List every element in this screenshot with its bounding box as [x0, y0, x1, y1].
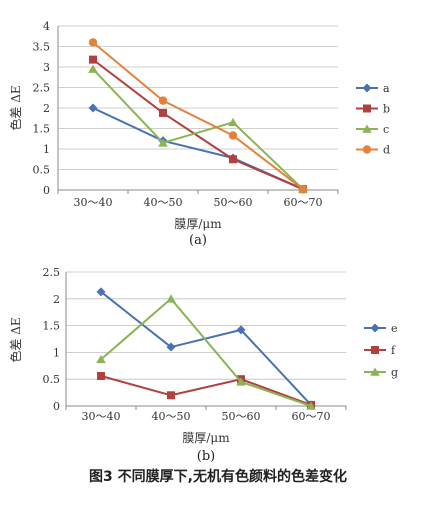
y-tick-label: 0 — [53, 400, 60, 413]
series-line-c — [92, 68, 304, 190]
y-tick-label: 1.5 — [33, 123, 51, 136]
y-tick-label: 2.5 — [33, 82, 51, 95]
chart-panel-b: 0 0.5 1 1.5 2 2.5 30～40 40～50 50～60 60～70 efg 色差 ΔE… — [9, 266, 398, 464]
legend-label-d: d — [383, 144, 390, 157]
y-axis-title: 色差 ΔE — [9, 85, 23, 130]
y-tick-label: 3.5 — [33, 41, 51, 54]
x-tick-label: 50～60 — [214, 196, 253, 209]
legend-label-e: e — [391, 322, 398, 335]
data-point-f — [167, 391, 175, 400]
data-point-d — [228, 131, 238, 140]
data-point-d — [158, 96, 168, 105]
x-axis-title: 膜厚/μm — [174, 217, 222, 231]
legend-label-b: b — [383, 103, 390, 116]
data-point-c — [228, 117, 238, 127]
data-point-g — [306, 401, 316, 410]
y-tick-label: 2 — [53, 293, 60, 306]
data-point-c — [158, 138, 168, 147]
y-tick-label: 1 — [43, 143, 50, 156]
legend-marker-e — [370, 323, 380, 333]
series-line-g — [100, 297, 312, 407]
data-point-g — [166, 294, 176, 303]
y-tick-label: 2 — [43, 102, 50, 115]
legend-marker-g — [370, 367, 380, 376]
x-tick-label: 40～50 — [152, 410, 191, 423]
legend-label-c: c — [383, 123, 389, 136]
legend-marker-f — [371, 346, 379, 354]
data-point-f — [97, 371, 105, 380]
data-point-d — [298, 184, 308, 194]
data-point-g — [236, 377, 246, 386]
legend-marker-c — [362, 124, 372, 133]
legend-marker-a — [362, 83, 372, 93]
x-tick-label: 40～50 — [144, 196, 183, 209]
y-tick-label: 0.5 — [43, 373, 61, 386]
legend-marker-d — [362, 145, 372, 154]
legend-label-a: a — [383, 82, 390, 95]
data-point-g — [96, 354, 106, 364]
x-tick-label: 60～70 — [292, 410, 331, 423]
data-point-a — [88, 103, 98, 113]
series-line-a — [92, 107, 304, 191]
y-tick-label: 1 — [53, 346, 60, 359]
x-tick-label: 60～70 — [284, 196, 323, 209]
chart-panel-a: 0 0.5 1 1.5 2 2.5 3 3.5 4 30～40 40～50 50～60 60～70 abc… — [9, 20, 390, 248]
y-tick-label: 0 — [43, 184, 50, 197]
x-tick-label: 30～40 — [74, 196, 113, 209]
y-tick-label: 4 — [43, 20, 50, 33]
data-point-e — [236, 325, 246, 335]
legend-marker-b — [363, 104, 371, 113]
series-line-d — [92, 41, 304, 190]
data-point-e — [96, 287, 106, 297]
y-tick-label: 2.5 — [43, 266, 61, 279]
legend-label-g: g — [391, 366, 398, 379]
data-point-b — [159, 108, 167, 117]
data-point-c — [88, 64, 98, 73]
figure-caption: 图3 不同膜厚下,无机有色颜料的色差变化 — [89, 469, 347, 485]
data-point-b — [89, 55, 97, 64]
data-point-b — [229, 155, 237, 164]
series-line-f — [100, 375, 312, 406]
series-line-b — [92, 58, 304, 191]
data-point-d — [88, 38, 98, 47]
legend-label-f: f — [391, 344, 396, 357]
y-axis-title: 色差 ΔE — [9, 317, 23, 362]
x-tick-label: 50～60 — [222, 410, 261, 423]
y-tick-label: 3 — [43, 61, 50, 74]
panel-label: (a) — [189, 233, 207, 248]
panel-label: (b) — [197, 449, 215, 464]
x-tick-label: 30～40 — [82, 410, 121, 423]
x-axis-title: 膜厚/μm — [182, 431, 230, 445]
y-tick-label: 0.5 — [33, 164, 51, 177]
y-tick-label: 1.5 — [43, 320, 61, 333]
data-point-e — [166, 342, 176, 352]
series-line-e — [100, 291, 312, 406]
